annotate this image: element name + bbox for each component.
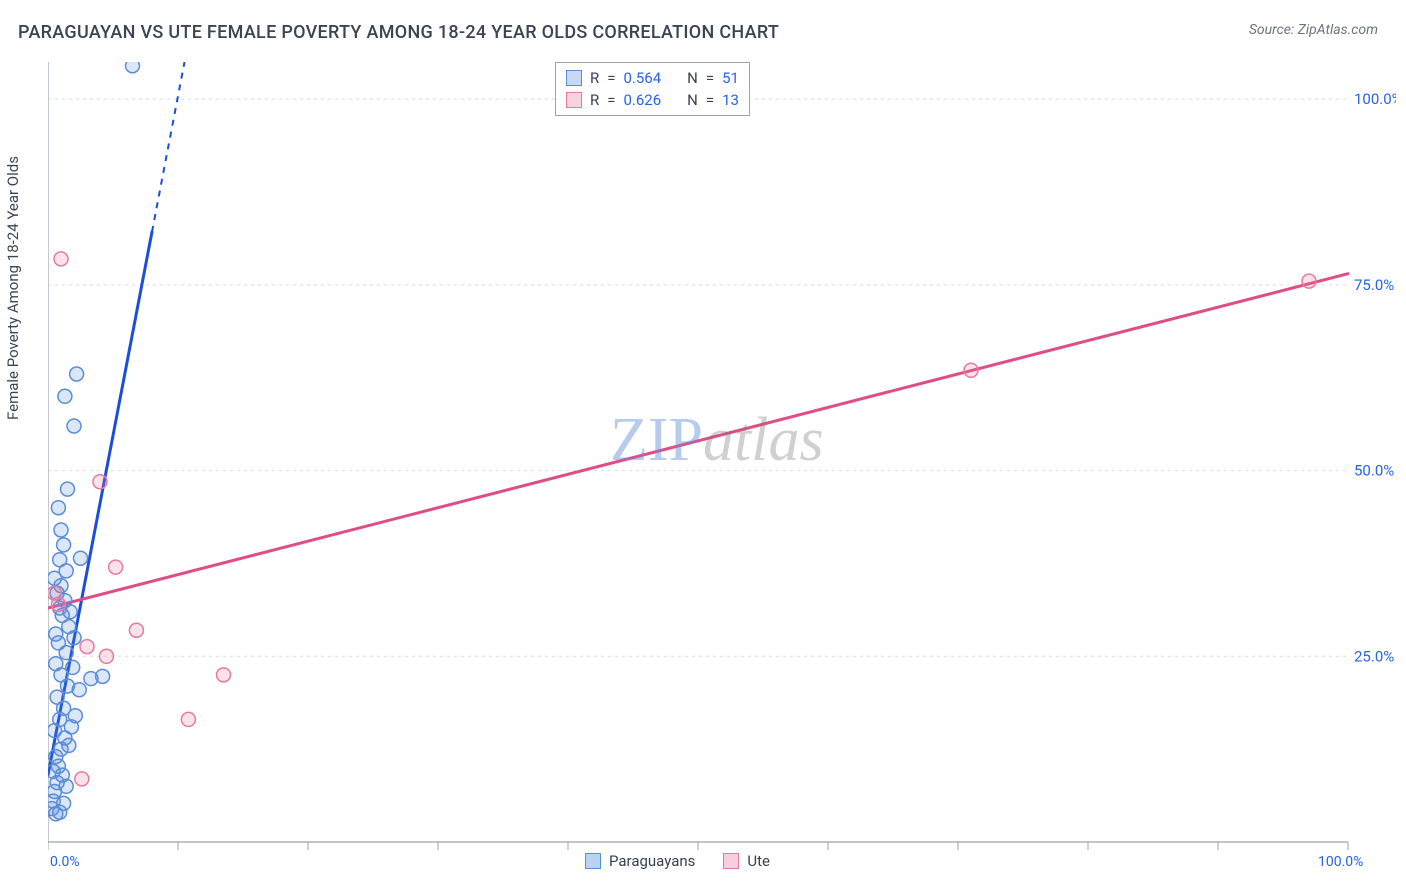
svg-text:25.0%: 25.0% bbox=[1354, 647, 1394, 665]
legend-swatch-paraguayans bbox=[585, 853, 601, 869]
source-credit: Source: ZipAtlas.com bbox=[1249, 22, 1378, 38]
stat-eq: = bbox=[706, 91, 714, 109]
svg-text:50.0%: 50.0% bbox=[1354, 462, 1394, 480]
scatter-chart: 25.0% 50.0% 75.0% 100.0% 0.0% 100.0% bbox=[48, 62, 1396, 876]
stat-r-val-1: 0.626 bbox=[623, 91, 661, 109]
svg-text:100.0%: 100.0% bbox=[1354, 90, 1396, 108]
chart-header: PARAGUAYAN VS UTE FEMALE POVERTY AMONG 1… bbox=[0, 0, 1406, 43]
swatch-paraguayans bbox=[566, 70, 582, 86]
stat-eq: = bbox=[607, 69, 615, 87]
stat-r-label: R bbox=[590, 69, 599, 87]
stats-legend: R = 0.564 N = 51 R = 0.626 N = 13 bbox=[555, 62, 750, 116]
swatch-ute bbox=[566, 92, 582, 108]
legend-label-ute: Ute bbox=[747, 852, 770, 870]
stat-n-val-0: 51 bbox=[722, 69, 739, 87]
source-value: ZipAtlas.com bbox=[1298, 22, 1378, 38]
legend-label-paraguayans: Paraguayans bbox=[609, 852, 695, 870]
legend-item-paraguayans: Paraguayans bbox=[585, 852, 695, 870]
chart-svg: 25.0% 50.0% 75.0% 100.0% 0.0% 100.0% bbox=[48, 62, 1396, 872]
bottom-legend: Paraguayans Ute bbox=[585, 852, 770, 870]
stats-row-paraguayans: R = 0.564 N = 51 bbox=[566, 67, 739, 89]
stat-n-label: N bbox=[687, 91, 698, 109]
svg-text:100.0%: 100.0% bbox=[1318, 854, 1363, 870]
stat-n-val-1: 13 bbox=[722, 91, 739, 109]
chart-title: PARAGUAYAN VS UTE FEMALE POVERTY AMONG 1… bbox=[18, 22, 779, 43]
stat-n-label: N bbox=[687, 69, 698, 87]
stat-eq: = bbox=[706, 69, 714, 87]
svg-text:75.0%: 75.0% bbox=[1354, 276, 1394, 294]
stat-r-val-0: 0.564 bbox=[623, 69, 661, 87]
legend-item-ute: Ute bbox=[723, 852, 770, 870]
legend-swatch-ute bbox=[723, 853, 739, 869]
svg-text:0.0%: 0.0% bbox=[50, 854, 80, 870]
stats-row-ute: R = 0.626 N = 13 bbox=[566, 89, 739, 111]
source-label: Source: bbox=[1249, 22, 1294, 38]
y-axis-label: Female Poverty Among 18-24 Year Olds bbox=[4, 156, 22, 420]
stat-r-label: R bbox=[590, 91, 599, 109]
stat-eq: = bbox=[607, 91, 615, 109]
